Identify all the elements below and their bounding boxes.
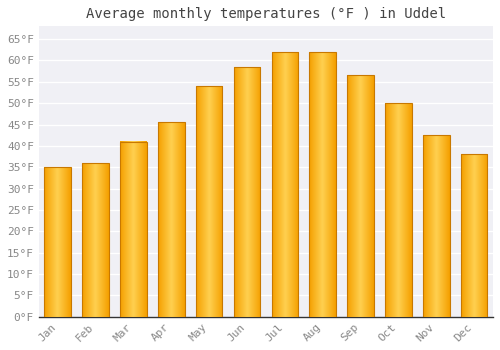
Bar [423, 135, 450, 317]
Bar [44, 167, 71, 317]
Bar [234, 67, 260, 317]
Bar [158, 122, 184, 317]
Bar [82, 163, 109, 317]
Bar [272, 52, 298, 317]
Bar [385, 103, 411, 317]
Bar [120, 142, 146, 317]
Bar [423, 135, 450, 317]
Bar [272, 52, 298, 317]
Bar [348, 75, 374, 317]
Bar [461, 154, 487, 317]
Bar [196, 86, 222, 317]
Bar [348, 75, 374, 317]
Bar [234, 67, 260, 317]
Bar [385, 103, 411, 317]
Bar [82, 163, 109, 317]
Bar [196, 86, 222, 317]
Bar [310, 52, 336, 317]
Bar [461, 154, 487, 317]
Bar [158, 122, 184, 317]
Title: Average monthly temperatures (°F ) in Uddel: Average monthly temperatures (°F ) in Ud… [86, 7, 446, 21]
Bar [310, 52, 336, 317]
Bar [44, 167, 71, 317]
Bar [120, 142, 146, 317]
